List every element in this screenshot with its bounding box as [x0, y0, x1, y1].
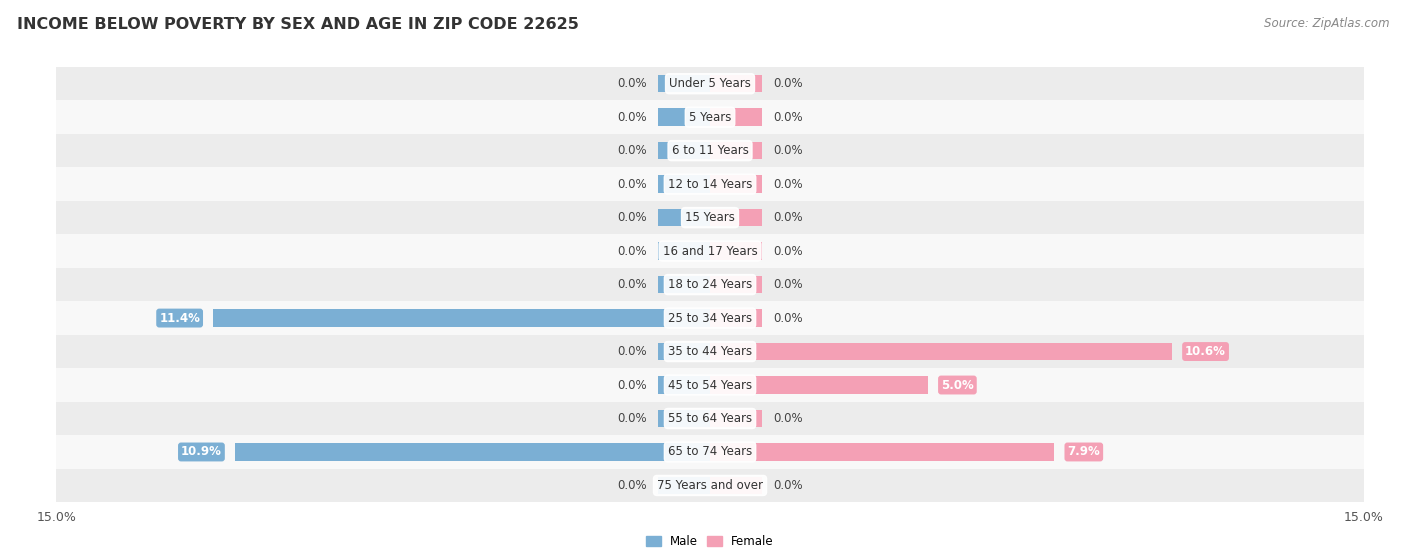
- Text: 11.4%: 11.4%: [159, 311, 200, 325]
- Text: 10.6%: 10.6%: [1185, 345, 1226, 358]
- Text: 0.0%: 0.0%: [617, 110, 647, 124]
- Bar: [710, 410, 762, 427]
- Text: 25 to 34 Years: 25 to 34 Years: [668, 311, 752, 325]
- Bar: [710, 276, 762, 294]
- Bar: [658, 209, 710, 227]
- Bar: [710, 142, 762, 160]
- Bar: [658, 477, 710, 494]
- Text: 0.0%: 0.0%: [617, 412, 647, 425]
- Bar: [56, 268, 1364, 301]
- Bar: [56, 402, 1364, 435]
- Text: 0.0%: 0.0%: [773, 412, 803, 425]
- Text: 0.0%: 0.0%: [773, 479, 803, 492]
- Text: Under 5 Years: Under 5 Years: [669, 77, 751, 90]
- Bar: [710, 376, 928, 394]
- Text: 0.0%: 0.0%: [617, 278, 647, 291]
- Bar: [56, 435, 1364, 469]
- Text: 7.9%: 7.9%: [1067, 445, 1099, 459]
- Text: 12 to 14 Years: 12 to 14 Years: [668, 177, 752, 191]
- Bar: [658, 410, 710, 427]
- Text: 0.0%: 0.0%: [617, 244, 647, 258]
- Bar: [56, 167, 1364, 201]
- Text: 65 to 74 Years: 65 to 74 Years: [668, 445, 752, 459]
- Bar: [658, 175, 710, 193]
- Text: 75 Years and over: 75 Years and over: [657, 479, 763, 492]
- Text: INCOME BELOW POVERTY BY SEX AND AGE IN ZIP CODE 22625: INCOME BELOW POVERTY BY SEX AND AGE IN Z…: [17, 17, 579, 32]
- Bar: [56, 234, 1364, 268]
- Bar: [710, 108, 762, 126]
- Text: 16 and 17 Years: 16 and 17 Years: [662, 244, 758, 258]
- Bar: [658, 242, 710, 260]
- Text: 0.0%: 0.0%: [773, 244, 803, 258]
- Bar: [658, 108, 710, 126]
- Bar: [658, 75, 710, 93]
- Text: 55 to 64 Years: 55 to 64 Years: [668, 412, 752, 425]
- Bar: [56, 301, 1364, 335]
- Bar: [710, 477, 762, 494]
- Bar: [56, 368, 1364, 402]
- Bar: [56, 67, 1364, 100]
- Text: 10.9%: 10.9%: [181, 445, 222, 459]
- Text: 0.0%: 0.0%: [773, 110, 803, 124]
- Bar: [56, 134, 1364, 167]
- Text: 0.0%: 0.0%: [773, 77, 803, 90]
- Text: 45 to 54 Years: 45 to 54 Years: [668, 378, 752, 392]
- Bar: [658, 142, 710, 160]
- Bar: [710, 343, 1173, 360]
- Text: 6 to 11 Years: 6 to 11 Years: [672, 144, 748, 157]
- Bar: [710, 209, 762, 227]
- Text: 0.0%: 0.0%: [773, 311, 803, 325]
- Text: 0.0%: 0.0%: [617, 378, 647, 392]
- Text: 5 Years: 5 Years: [689, 110, 731, 124]
- Text: 0.0%: 0.0%: [617, 479, 647, 492]
- Text: 18 to 24 Years: 18 to 24 Years: [668, 278, 752, 291]
- Text: 0.0%: 0.0%: [773, 278, 803, 291]
- Legend: Male, Female: Male, Female: [641, 531, 779, 553]
- Bar: [56, 469, 1364, 502]
- Bar: [56, 335, 1364, 368]
- Text: 0.0%: 0.0%: [617, 345, 647, 358]
- Bar: [658, 376, 710, 394]
- Text: 0.0%: 0.0%: [617, 177, 647, 191]
- Text: 0.0%: 0.0%: [617, 211, 647, 224]
- Bar: [214, 309, 710, 327]
- Text: Source: ZipAtlas.com: Source: ZipAtlas.com: [1264, 17, 1389, 30]
- Bar: [658, 276, 710, 294]
- Bar: [235, 443, 710, 461]
- Text: 0.0%: 0.0%: [773, 177, 803, 191]
- Text: 35 to 44 Years: 35 to 44 Years: [668, 345, 752, 358]
- Text: 5.0%: 5.0%: [941, 378, 974, 392]
- Text: 0.0%: 0.0%: [773, 211, 803, 224]
- Bar: [710, 242, 762, 260]
- Bar: [56, 201, 1364, 234]
- Bar: [56, 100, 1364, 134]
- Bar: [710, 443, 1054, 461]
- Bar: [710, 309, 762, 327]
- Bar: [710, 175, 762, 193]
- Text: 0.0%: 0.0%: [773, 144, 803, 157]
- Bar: [710, 75, 762, 93]
- Text: 15 Years: 15 Years: [685, 211, 735, 224]
- Text: 0.0%: 0.0%: [617, 77, 647, 90]
- Text: 0.0%: 0.0%: [617, 144, 647, 157]
- Bar: [658, 343, 710, 360]
